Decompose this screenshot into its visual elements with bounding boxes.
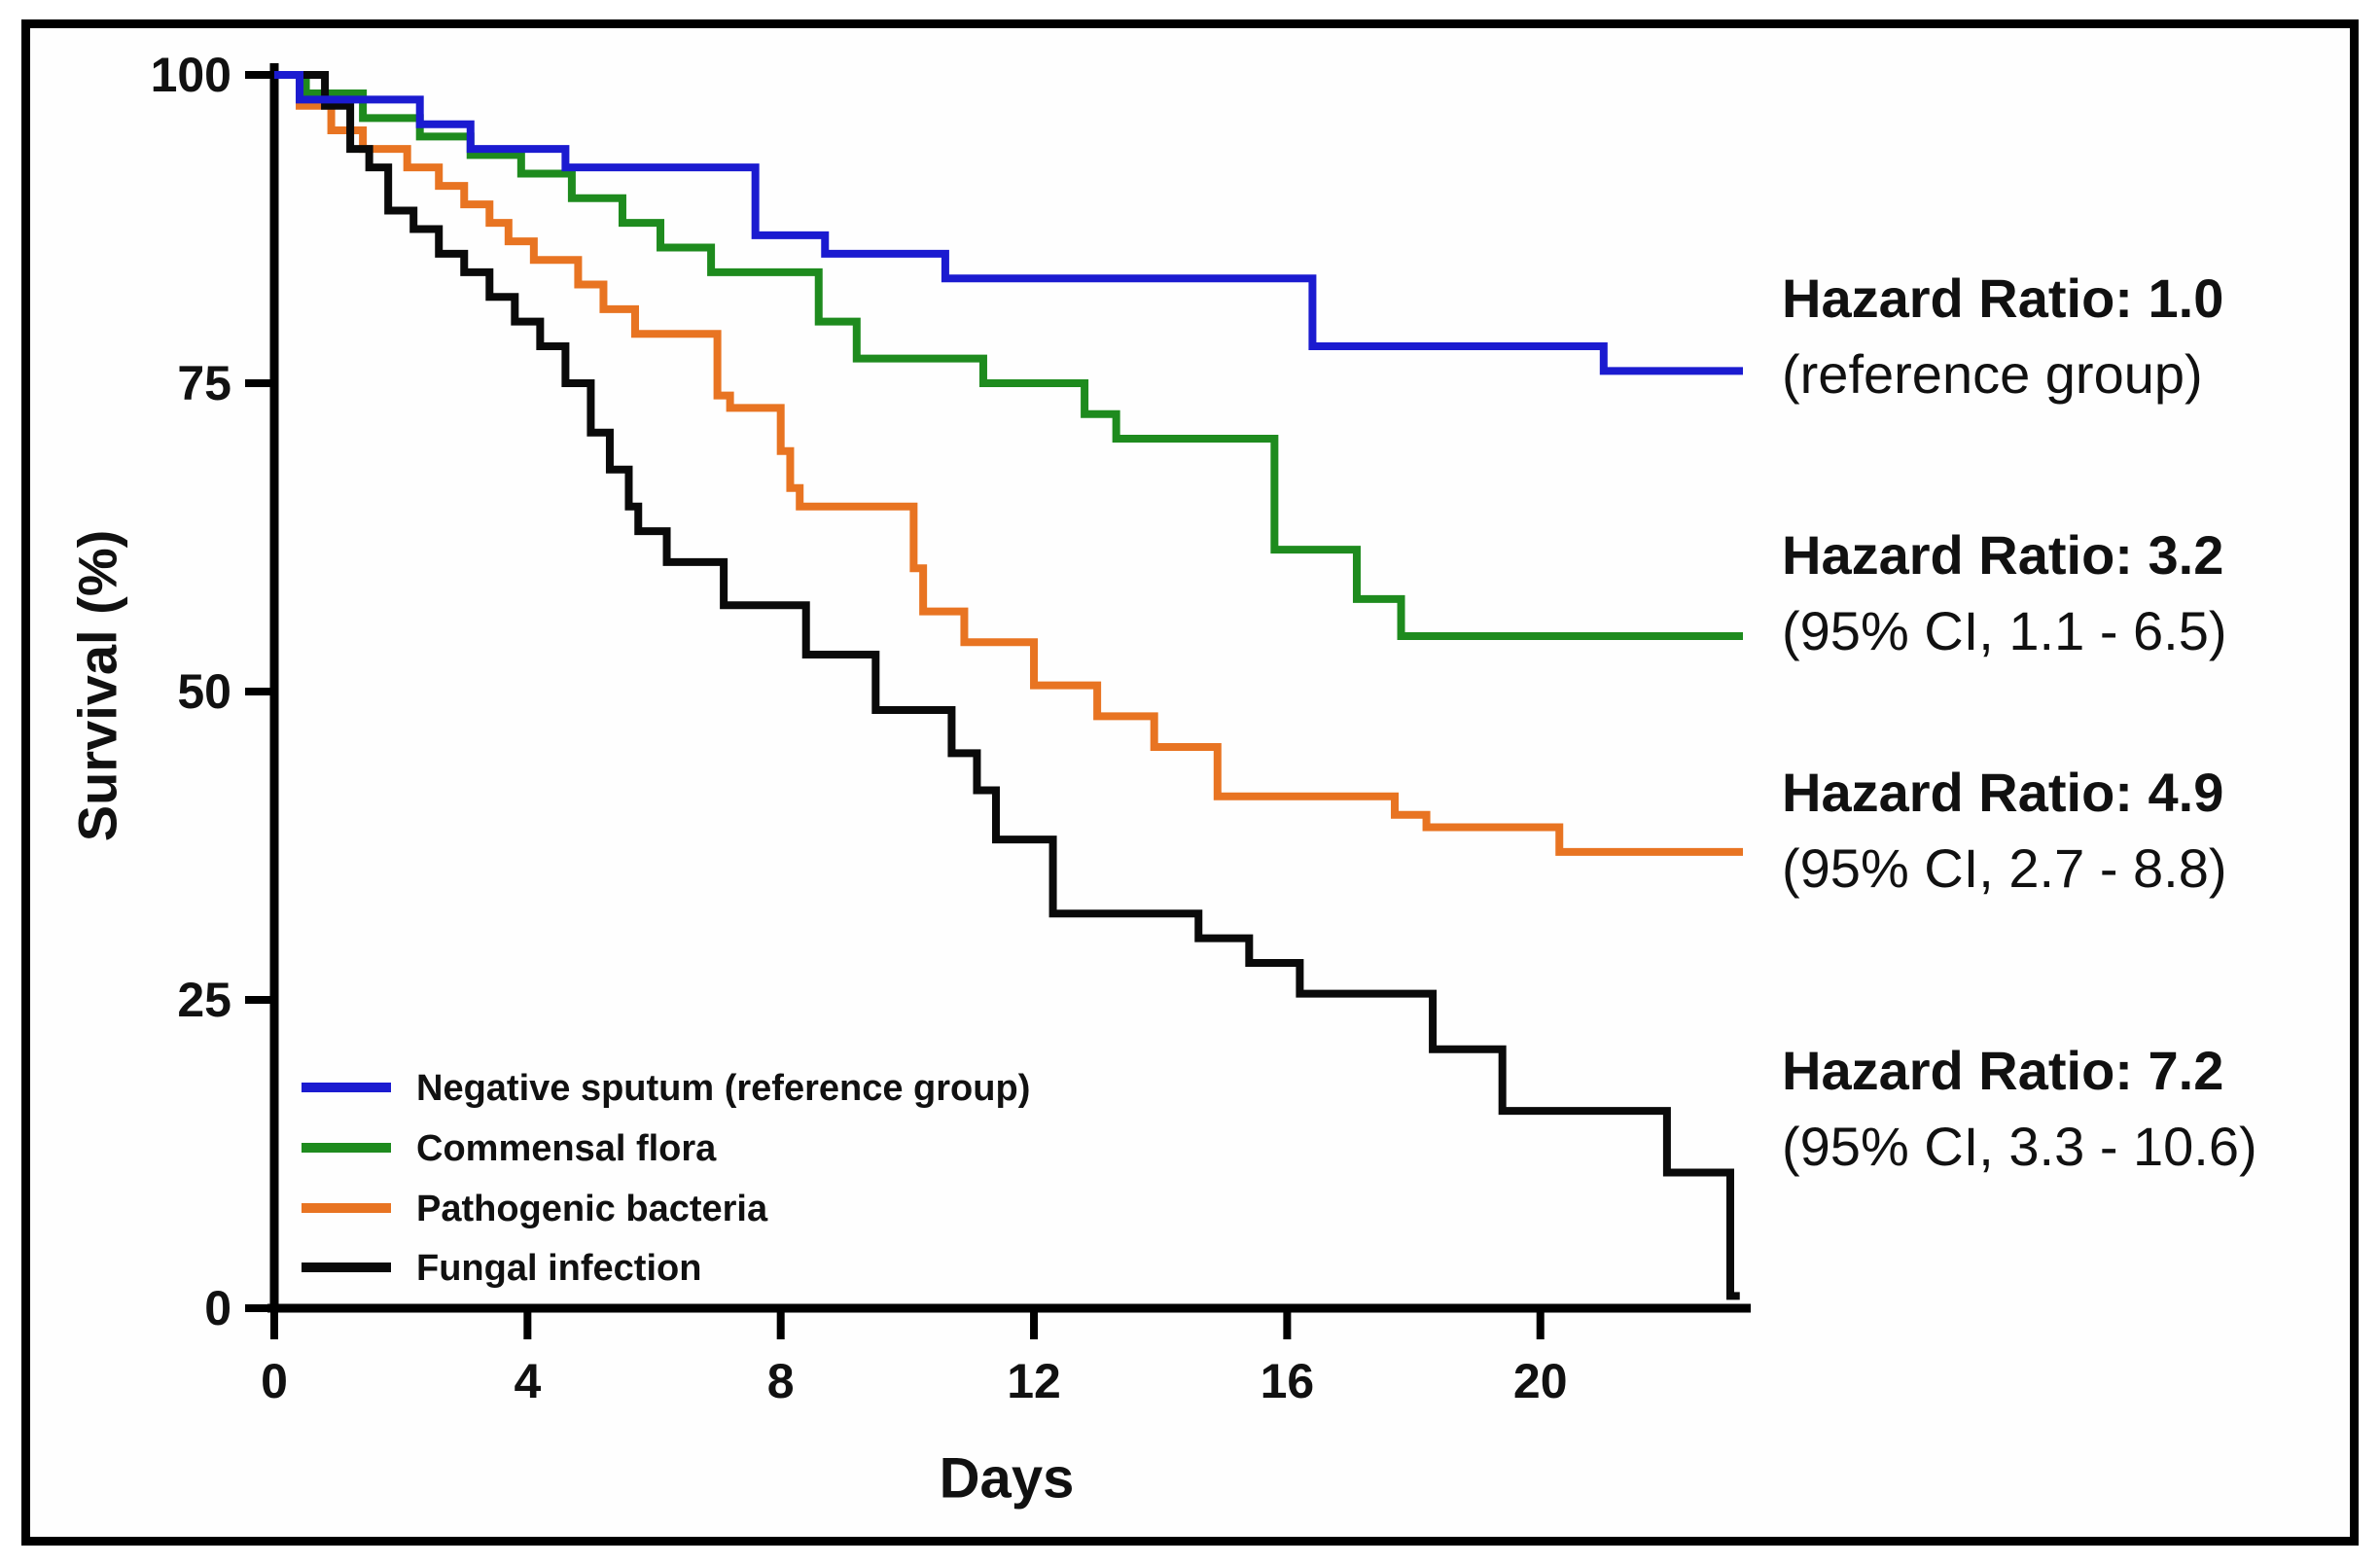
hazard-ratio-annotation-1: Hazard Ratio: 1.0 (reference group) bbox=[1782, 261, 2365, 412]
hazard-ratio-4-ci: (95% CI, 3.3 - 10.6) bbox=[1782, 1116, 2257, 1177]
y-tick-label: 25 bbox=[177, 973, 231, 1027]
hazard-ratio-1-value: Hazard Ratio: 1.0 bbox=[1782, 267, 2224, 329]
survival-curve-pathogenic-bacteria bbox=[274, 71, 1743, 856]
hazard-ratio-2-ci: (95% CI, 1.1 - 6.5) bbox=[1782, 600, 2227, 661]
legend-label-1: Negative sputum (reference group) bbox=[416, 1068, 1030, 1109]
y-tick-label: 100 bbox=[151, 48, 231, 102]
legend-label-4: Fungal infection bbox=[416, 1248, 701, 1289]
x-tick-label: 4 bbox=[514, 1354, 541, 1408]
legend-label-2: Commensal flora bbox=[416, 1128, 717, 1169]
hazard-ratio-1-ci: (reference group) bbox=[1782, 343, 2203, 405]
survival-curve-commensal-flora bbox=[274, 71, 1743, 640]
x-tick-label: 16 bbox=[1261, 1354, 1315, 1408]
y-axis-title: Survival (%) bbox=[66, 529, 128, 842]
hazard-ratio-4-value: Hazard Ratio: 7.2 bbox=[1782, 1040, 2224, 1101]
survival-curve-fungal-infection bbox=[274, 71, 1740, 1300]
y-tick-label: 50 bbox=[177, 664, 231, 719]
x-tick-label: 0 bbox=[261, 1354, 288, 1408]
x-tick-label: 8 bbox=[767, 1354, 795, 1408]
x-tick-label: 20 bbox=[1513, 1354, 1568, 1408]
x-tick-label: 12 bbox=[1007, 1354, 1061, 1408]
y-tick-label: 75 bbox=[177, 356, 231, 410]
hazard-ratio-annotation-3: Hazard Ratio: 4.9 (95% CI, 2.7 - 8.8) bbox=[1782, 755, 2365, 907]
legend-label-3: Pathogenic bacteria bbox=[416, 1189, 768, 1229]
x-axis-title: Days bbox=[939, 1446, 1075, 1511]
hazard-ratio-2-value: Hazard Ratio: 3.2 bbox=[1782, 524, 2224, 586]
hazard-ratio-annotation-4: Hazard Ratio: 7.2 (95% CI, 3.3 - 10.6) bbox=[1782, 1033, 2365, 1185]
figure-border bbox=[21, 19, 2359, 1546]
hazard-ratio-annotation-2: Hazard Ratio: 3.2 (95% CI, 1.1 - 6.5) bbox=[1782, 517, 2365, 669]
y-tick-label: 0 bbox=[204, 1281, 231, 1335]
hazard-ratio-3-ci: (95% CI, 2.7 - 8.8) bbox=[1782, 837, 2227, 899]
hazard-ratio-3-value: Hazard Ratio: 4.9 bbox=[1782, 762, 2224, 823]
survival-curve-negative-sputum-reference-group bbox=[274, 71, 1743, 375]
